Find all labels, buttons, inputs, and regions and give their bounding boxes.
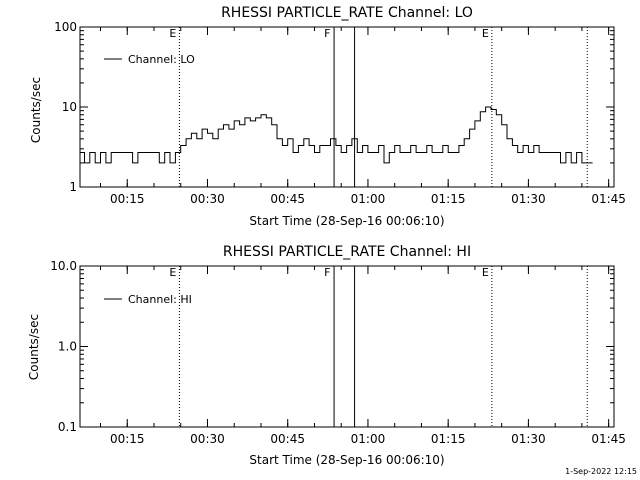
event-marker-label: E <box>482 27 489 40</box>
chart-title: RHESSI PARTICLE_RATE Channel: HI <box>223 244 471 260</box>
event-marker-label: E <box>169 27 176 40</box>
y-tick-label: 10 <box>62 100 77 114</box>
series-line <box>80 106 593 164</box>
x-tick-label: 01:15 <box>431 192 466 206</box>
x-tick-label: 00:45 <box>270 192 305 206</box>
plot-frame <box>79 265 615 428</box>
y-tick-label: 100 <box>54 20 77 34</box>
x-tick-label: 01:30 <box>511 192 546 206</box>
legend: Channel: HI <box>104 293 192 306</box>
x-tick-label: 01:15 <box>431 432 466 446</box>
y-tick-label: 10.0 <box>50 259 77 273</box>
y-tick-label: 1.0 <box>58 340 77 354</box>
chart-title: RHESSI PARTICLE_RATE Channel: LO <box>221 5 473 21</box>
legend-label: Channel: LO <box>128 53 195 66</box>
x-tick-label: 00:30 <box>190 432 225 446</box>
hi-channel-panel: RHESSI PARTICLE_RATE Channel: HI Counts/… <box>27 244 626 467</box>
x-tick-label: 00:15 <box>110 192 145 206</box>
chart-marks: 00:15 00:30 00:45 01:00 01:15 01:30 01:45 1 10 10… <box>54 20 626 206</box>
x-tick-label: 01:45 <box>591 432 626 446</box>
x-axis-label: Start Time (28-Sep-16 00:06:10) <box>249 214 444 228</box>
x-axis-label: Start Time (28-Sep-16 00:06:10) <box>249 453 444 467</box>
footer-timestamp: 1-Sep-2022 12:15 <box>565 467 637 476</box>
event-marker-label: F <box>324 27 330 40</box>
chart-marks: 00:15 00:30 00:45 01:00 01:15 01:30 01:45 0.1 1.… <box>50 259 626 446</box>
y-tick-label: 0.1 <box>58 420 77 434</box>
x-tick-label: 01:45 <box>591 192 626 206</box>
y-axis-label: Counts/sec <box>27 314 41 380</box>
x-tick-label: 00:45 <box>270 432 305 446</box>
x-tick-label: 00:15 <box>110 432 145 446</box>
x-tick-label: 00:30 <box>190 192 225 206</box>
event-marker-label: E <box>482 266 489 279</box>
x-tick-label: 01:30 <box>511 432 546 446</box>
legend-label: Channel: HI <box>128 293 192 306</box>
lo-channel-panel: RHESSI PARTICLE_RATE Channel: LO Counts/… <box>29 5 626 228</box>
y-tick-label: 1 <box>69 180 77 194</box>
x-tick-label: 01:00 <box>351 192 386 206</box>
event-marker-label: E <box>169 266 176 279</box>
y-axis-label: Counts/sec <box>29 77 43 143</box>
legend: Channel: LO <box>104 53 195 66</box>
event-marker-label: F <box>324 266 330 279</box>
x-tick-label: 01:00 <box>351 432 386 446</box>
